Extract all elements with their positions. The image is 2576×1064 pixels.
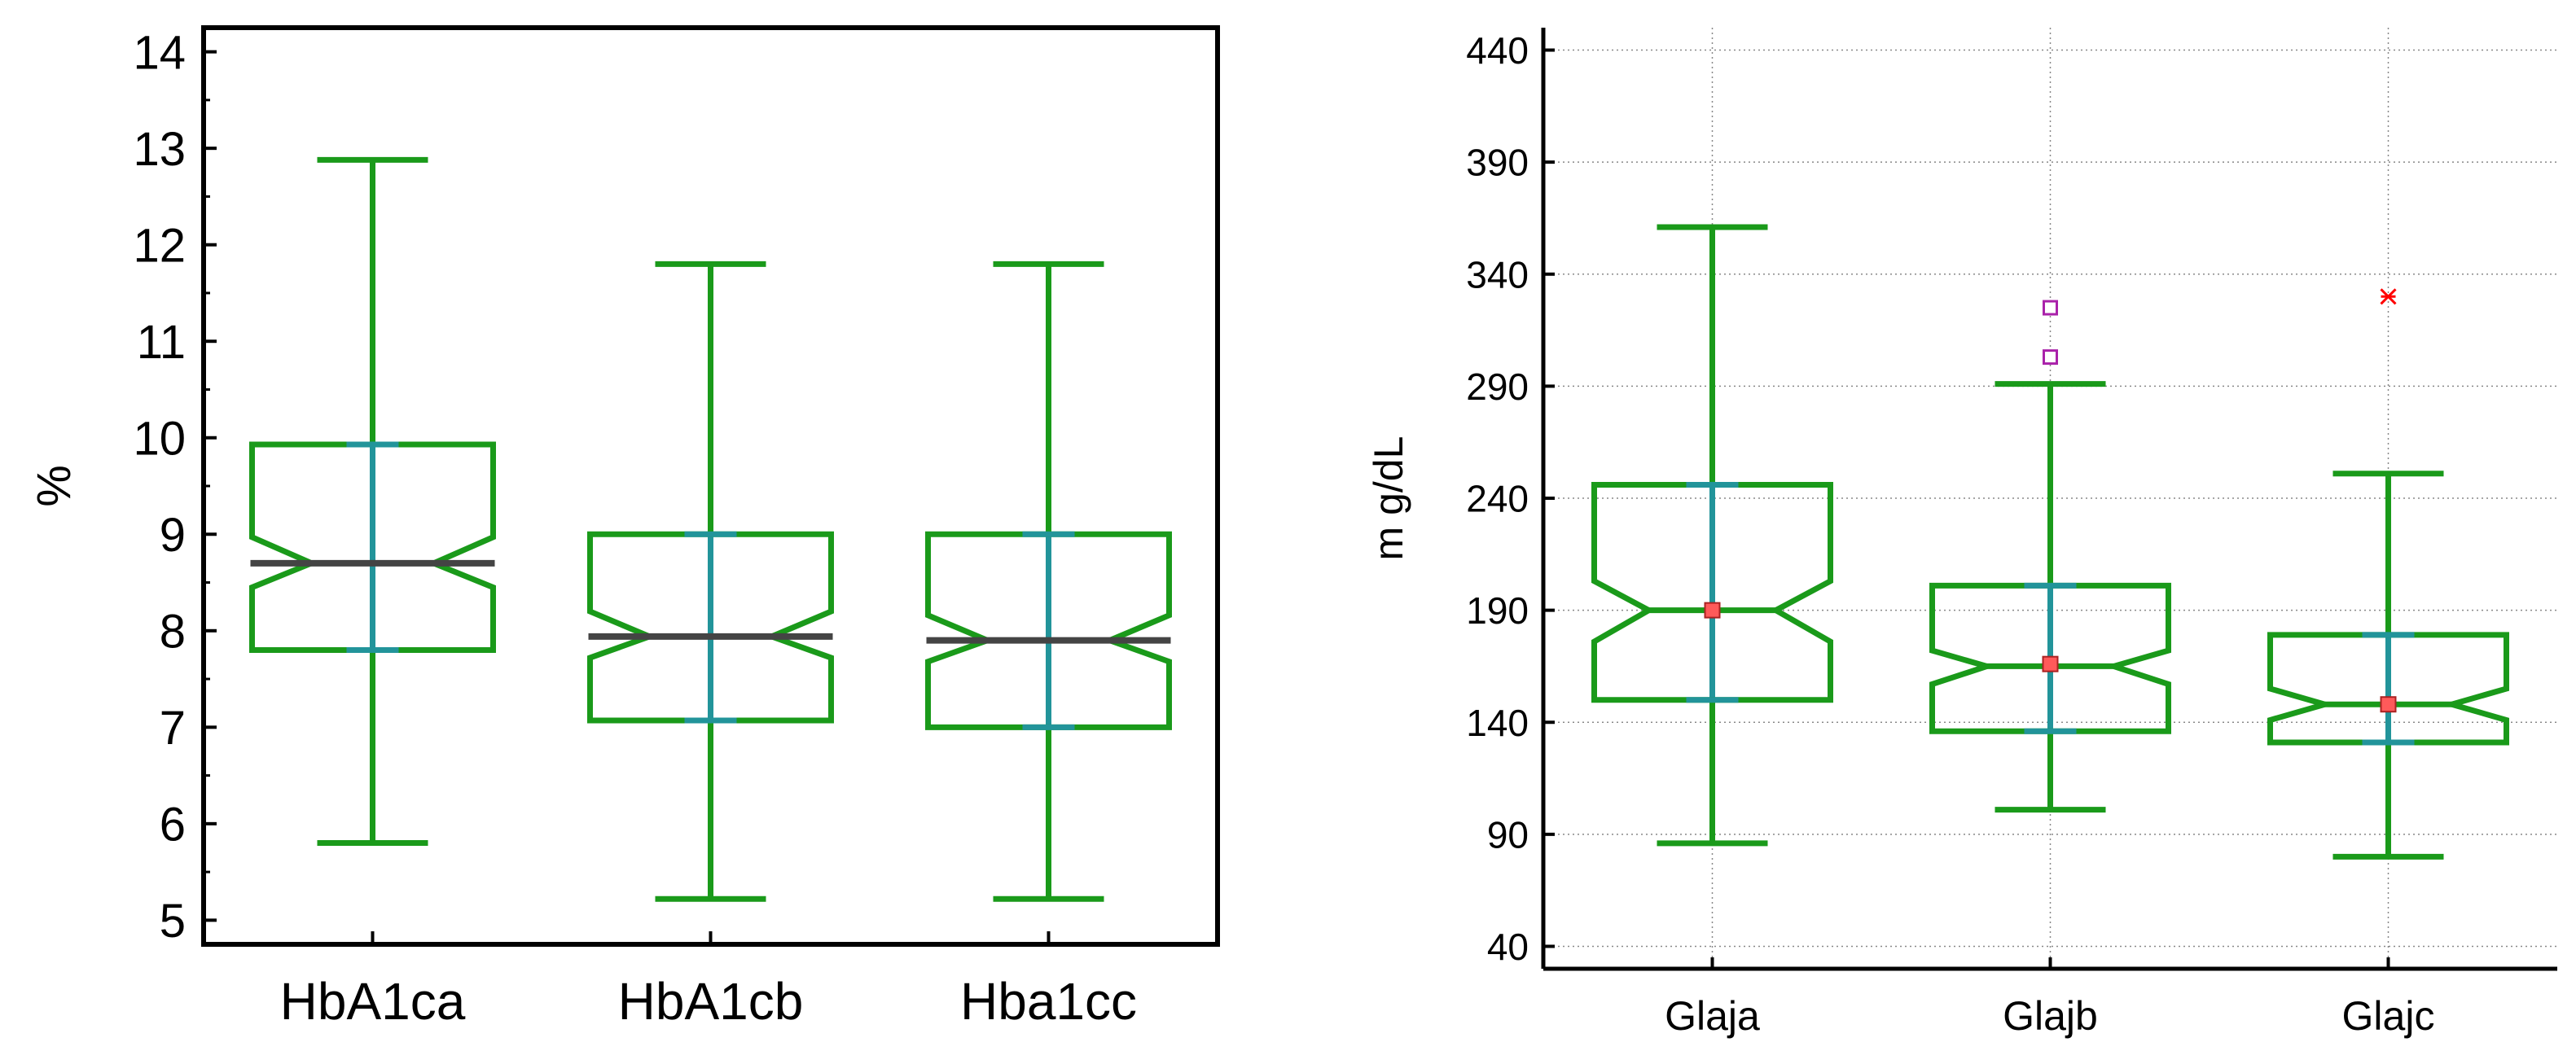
outlier-marker xyxy=(2043,349,2058,366)
hba1c-boxplot-chart: 5 6 7 8 9 10 11 12 13 14% HbA1ca HbA1cb Hba1cc xyxy=(28,25,1220,1031)
category-label: Glaja xyxy=(1665,993,1760,1039)
y-tick-label: 390 xyxy=(1466,142,1529,184)
category-label: HbA1cb xyxy=(618,972,804,1031)
mean-marker xyxy=(2042,655,2059,672)
y-axis-label: % xyxy=(28,465,81,507)
box-Glaja: Glaja xyxy=(1591,224,1833,1039)
y-tick-label: 290 xyxy=(1466,366,1529,408)
category-label: HbA1ca xyxy=(280,972,466,1031)
y-axis-label: m g/dL xyxy=(1366,436,1411,561)
box-Glajc: Glajc xyxy=(2267,288,2509,1039)
y-tick-label: 11 xyxy=(137,316,186,369)
box-Hba1cc: Hba1cc xyxy=(925,261,1172,1031)
notched-box xyxy=(249,441,496,653)
box-HbA1cb: HbA1cb xyxy=(587,261,834,1031)
glucose-boxplot-chart: 40 90 140 190 240 290 340 390 440 m g/dL Glaja Glaj… xyxy=(1366,28,2557,1039)
y-tick-label: 14 xyxy=(133,27,186,80)
notched-box xyxy=(1929,582,2171,734)
y-tick-label: 10 xyxy=(133,413,186,466)
y-tick-label: 5 xyxy=(160,895,186,948)
notched-box xyxy=(1591,481,1833,703)
y-tick-label: 6 xyxy=(160,799,186,852)
y-tick-label: 12 xyxy=(133,220,186,273)
y-tick-label: 140 xyxy=(1466,702,1529,744)
category-label: Hba1cc xyxy=(960,972,1137,1031)
y-tick-label: 7 xyxy=(160,702,186,755)
y-tick-label: 13 xyxy=(133,123,186,176)
box-Glajb: Glajb xyxy=(1929,300,2171,1039)
category-label: Glajb xyxy=(2003,993,2098,1039)
y-tick-label: 340 xyxy=(1466,253,1529,296)
y-tick-label: 8 xyxy=(160,606,186,659)
notched-box xyxy=(925,531,1172,730)
category-label: Glajc xyxy=(2342,993,2435,1039)
y-tick-label: 9 xyxy=(160,509,186,562)
y-tick-label: 40 xyxy=(1487,926,1529,968)
outlier-marker xyxy=(2043,300,2058,316)
y-tick-label: 240 xyxy=(1466,478,1529,520)
y-tick-label: 440 xyxy=(1466,29,1529,72)
mean-marker xyxy=(2380,696,2397,713)
box-HbA1ca: HbA1ca xyxy=(249,156,496,1031)
notched-box xyxy=(2267,632,2509,746)
notched-box xyxy=(587,531,834,724)
y-tick-label: 90 xyxy=(1487,813,1529,856)
mean-marker xyxy=(1704,602,1721,619)
y-tick-label: 190 xyxy=(1466,589,1529,632)
